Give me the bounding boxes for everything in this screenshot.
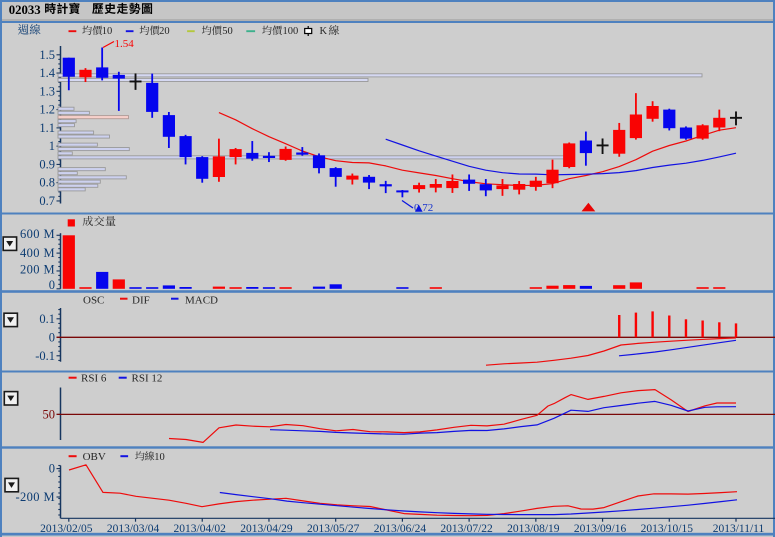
svg-text:10: 10 xyxy=(102,26,113,37)
svg-text:0: 0 xyxy=(49,462,55,476)
svg-text:RSI 12: RSI 12 xyxy=(132,373,163,385)
svg-text:2013/08/19: 2013/08/19 xyxy=(507,523,560,535)
svg-text:02033: 02033 xyxy=(9,3,41,17)
svg-text:OSC: OSC xyxy=(83,295,104,307)
svg-text:2013/07/22: 2013/07/22 xyxy=(440,523,493,535)
svg-text:2013/09/16: 2013/09/16 xyxy=(574,523,627,535)
svg-text:-0.1: -0.1 xyxy=(35,349,55,363)
svg-text:2013/05/27: 2013/05/27 xyxy=(307,523,360,535)
svg-text:OBV: OBV xyxy=(83,451,106,463)
svg-text:0.7: 0.7 xyxy=(39,194,55,208)
svg-text:DIF: DIF xyxy=(132,295,150,307)
svg-text:1.3: 1.3 xyxy=(39,84,55,98)
svg-text:0: 0 xyxy=(49,330,55,344)
svg-text:1.2: 1.2 xyxy=(39,103,55,117)
svg-text:1.54: 1.54 xyxy=(115,38,135,50)
svg-text:2013/04/29: 2013/04/29 xyxy=(240,523,293,535)
svg-text:2013/10/15: 2013/10/15 xyxy=(641,523,694,535)
svg-text:2013/06/24: 2013/06/24 xyxy=(374,523,427,535)
svg-text:0: 0 xyxy=(49,278,55,292)
svg-text:10: 10 xyxy=(154,452,165,463)
svg-text:MACD: MACD xyxy=(185,295,218,307)
svg-text:200 M: 200 M xyxy=(20,263,55,277)
svg-text:100: 100 xyxy=(283,26,299,37)
svg-text:RSI 6: RSI 6 xyxy=(81,373,107,385)
svg-text:1.5: 1.5 xyxy=(39,48,55,62)
svg-text:2013/11/11: 2013/11/11 xyxy=(713,523,765,535)
svg-text:400 M: 400 M xyxy=(20,246,55,260)
svg-text:2013/03/04: 2013/03/04 xyxy=(107,523,160,535)
svg-text:0.72: 0.72 xyxy=(414,202,433,214)
svg-text:2013/04/02: 2013/04/02 xyxy=(174,523,227,535)
svg-text:0.8: 0.8 xyxy=(39,176,55,190)
svg-text:1.4: 1.4 xyxy=(39,66,55,80)
svg-text:2013/02/05: 2013/02/05 xyxy=(40,523,93,535)
svg-text:50: 50 xyxy=(43,407,56,421)
svg-text:-200 M: -200 M xyxy=(15,490,55,504)
svg-text:20: 20 xyxy=(159,26,170,37)
svg-text:K: K xyxy=(320,26,328,37)
svg-text:600 M: 600 M xyxy=(20,227,55,241)
svg-text:0.9: 0.9 xyxy=(39,157,55,171)
svg-text:0.1: 0.1 xyxy=(39,312,55,326)
svg-text:1.1: 1.1 xyxy=(39,121,55,135)
svg-text:50: 50 xyxy=(222,26,233,37)
svg-text:1: 1 xyxy=(49,139,55,153)
